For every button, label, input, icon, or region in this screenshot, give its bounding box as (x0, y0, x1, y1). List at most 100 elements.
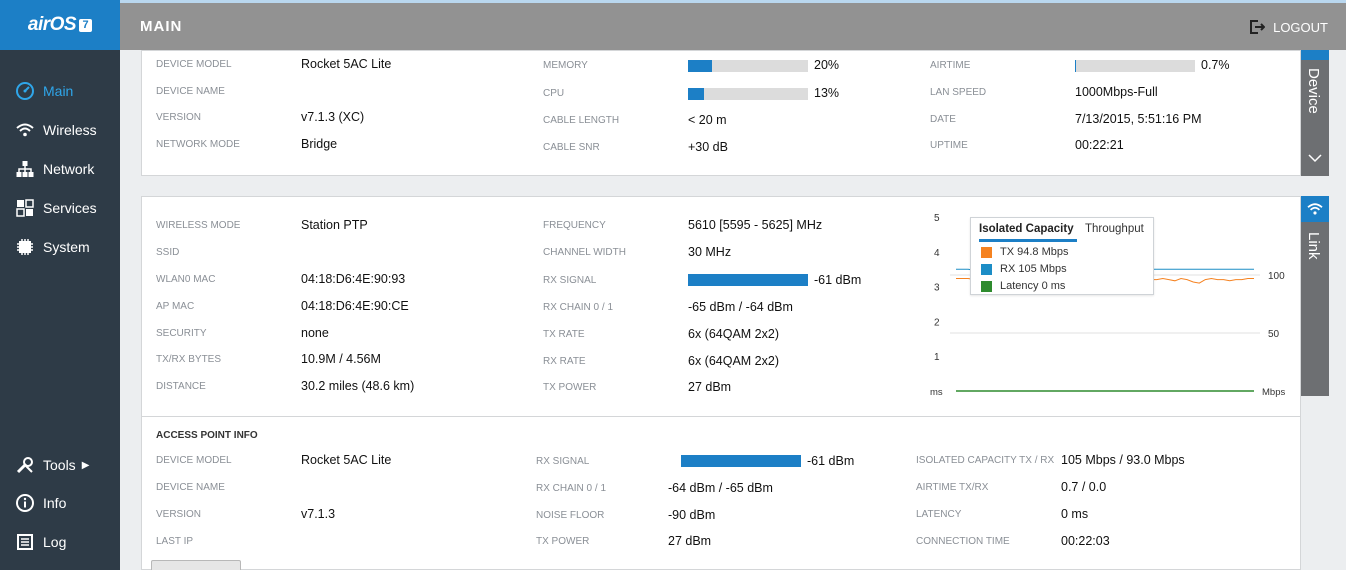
sidebar-item-label: Log (43, 534, 67, 550)
sidebar-item-main[interactable]: Main (0, 74, 120, 108)
action-button[interactable] (151, 560, 241, 570)
sidebar-item-log[interactable]: Log (0, 525, 120, 559)
device-tab-label: Device (1305, 68, 1322, 114)
ap-device-name-label: DEVICE NAME (156, 482, 225, 493)
logo-text: airOS (27, 14, 77, 35)
tx-rate-value: 6x (64QAM 2x2) (688, 327, 780, 341)
ap-device-model-label: DEVICE MODEL (156, 455, 232, 466)
sidebar-item-network[interactable]: Network (0, 152, 120, 186)
tab-top-strip (1301, 50, 1329, 60)
txrx-bytes-label: TX/RX BYTES (156, 354, 222, 365)
ap-rx-chain-value: -64 dBm / -65 dBm (668, 481, 773, 495)
tx-power-label: TX POWER (543, 382, 597, 393)
wifi-icon (14, 119, 36, 141)
network-icon (14, 158, 36, 180)
frequency-label: FREQUENCY (543, 220, 606, 231)
rx-chain-label: RX CHAIN 0 / 1 (543, 302, 614, 313)
ap-version-value: v7.1.3 (301, 507, 336, 521)
ap-noise-floor-value: -90 dBm (668, 508, 716, 522)
rx-signal-label: RX SIGNAL (543, 275, 597, 286)
ap-latency-value: 0 ms (1061, 507, 1089, 521)
network-mode-label: NETWORK MODE (156, 139, 240, 150)
uptime-label: UPTIME (930, 140, 968, 151)
logout-button[interactable]: LOGOUT (1249, 19, 1328, 35)
sidebar-item-services[interactable]: Services (0, 191, 120, 225)
info-icon (14, 492, 36, 514)
sidebar-item-label: Main (43, 83, 74, 99)
sidebar-item-info[interactable]: Info (0, 486, 120, 520)
ap-rx-chain-label: RX CHAIN 0 / 1 (536, 483, 607, 494)
sidebar-item-label: System (43, 239, 90, 255)
link-tab[interactable]: Link (1301, 196, 1329, 396)
sidebar-item-label: Tools (43, 457, 76, 473)
airos-logo[interactable]: airOS 7 (0, 0, 120, 50)
log-icon (14, 531, 36, 553)
tab-isolated-capacity[interactable]: Isolated Capacity (979, 223, 1074, 235)
device-panel: DEVICE MODEL Rocket 5AC Lite DEVICE NAME… (141, 50, 1301, 176)
logout-icon (1250, 20, 1266, 34)
ssid-label: SSID (156, 247, 180, 258)
ap-connection-time-label: CONNECTION TIME (916, 536, 1010, 547)
security-value: none (301, 326, 329, 340)
airtime-bar-fill (1075, 60, 1077, 72)
frequency-value: 5610 [5595 - 5625] MHz (688, 218, 823, 232)
system-icon (14, 236, 36, 258)
gauge-icon (14, 80, 36, 102)
network-mode-value: Bridge (301, 137, 338, 151)
y-right-tick-label: 50 (1268, 329, 1280, 340)
uptime-value: 00:22:21 (1075, 138, 1124, 152)
version-label: VERSION (156, 112, 202, 123)
memory-bar (688, 60, 808, 72)
date-label: DATE (930, 114, 956, 125)
ap-device-model-value: Rocket 5AC Lite (301, 453, 392, 467)
cable-length-value: < 20 m (688, 113, 727, 127)
link-tab-label: Link (1305, 232, 1322, 260)
cable-snr-value: +30 dB (688, 140, 728, 154)
y-left-tick-label: 4 (934, 248, 940, 259)
memory-bar-fill (688, 60, 712, 72)
chart-legend: Isolated Capacity Throughput TX 94.8 Mbp… (970, 217, 1154, 295)
legend-swatch-rx (981, 263, 992, 275)
device-name-label: DEVICE NAME (156, 86, 225, 97)
rx-rate-label: RX RATE (543, 356, 586, 367)
wireless-mode-label: WIRELESS MODE (156, 220, 241, 231)
tx-rate-label: TX RATE (543, 329, 585, 340)
memory-label: MEMORY (543, 60, 588, 71)
airtime-value: 0.7% (1201, 58, 1230, 72)
ap-latency-label: LATENCY (916, 509, 962, 520)
sidebar-item-wireless[interactable]: Wireless (0, 113, 120, 147)
tab-throughput[interactable]: Throughput (1085, 223, 1144, 235)
ap-airtime-value: 0.7 / 0.0 (1061, 480, 1107, 494)
y-left-tick-label: 3 (934, 283, 940, 294)
y-right-tick-label: 100 (1268, 271, 1285, 282)
cpu-bar (688, 88, 808, 100)
section-divider (142, 416, 1300, 417)
cpu-bar-fill (688, 88, 704, 100)
rx-rate-value: 6x (64QAM 2x2) (688, 354, 780, 368)
y-left-tick-label: 2 (934, 317, 940, 328)
airtime-bar (1075, 60, 1195, 72)
ap-mac-value: 04:18:D6:4E:90:CE (301, 299, 409, 313)
y-right-unit-label: Mbps (1262, 387, 1285, 398)
ap-noise-floor-label: NOISE FLOOR (536, 510, 605, 521)
sidebar-item-system[interactable]: System (0, 230, 120, 264)
txrx-bytes-value: 10.9M / 4.56M (301, 352, 381, 366)
tab-active-underline (979, 239, 1077, 242)
link-panel: WIRELESS MODE Station PTP SSID WLAN0 MAC… (141, 196, 1301, 570)
rx-chain-value: -65 dBm / -64 dBm (688, 300, 793, 314)
ap-isolated-capacity-label: ISOLATED CAPACITY TX / RX (916, 455, 1055, 466)
logout-label: LOGOUT (1273, 19, 1328, 35)
sidebar-item-tools[interactable]: Tools ▶ (0, 448, 120, 482)
legend-label-rx: RX 105 Mbps (1000, 263, 1067, 275)
legend-swatch-tx (981, 246, 992, 258)
header-bar: MAIN LOGOUT (120, 0, 1346, 50)
memory-value: 20% (814, 58, 840, 72)
rx-signal-value: -61 dBm (814, 273, 862, 287)
device-tab[interactable]: Device (1301, 50, 1329, 176)
channel-width-label: CHANNEL WIDTH (543, 247, 626, 258)
lan-speed-label: LAN SPEED (930, 87, 987, 98)
ap-info-title: ACCESS POINT INFO (156, 430, 258, 441)
ap-airtime-label: AIRTIME TX/RX (916, 482, 989, 493)
airtime-label: AIRTIME (930, 60, 971, 71)
caret-right-icon: ▶ (81, 459, 90, 471)
